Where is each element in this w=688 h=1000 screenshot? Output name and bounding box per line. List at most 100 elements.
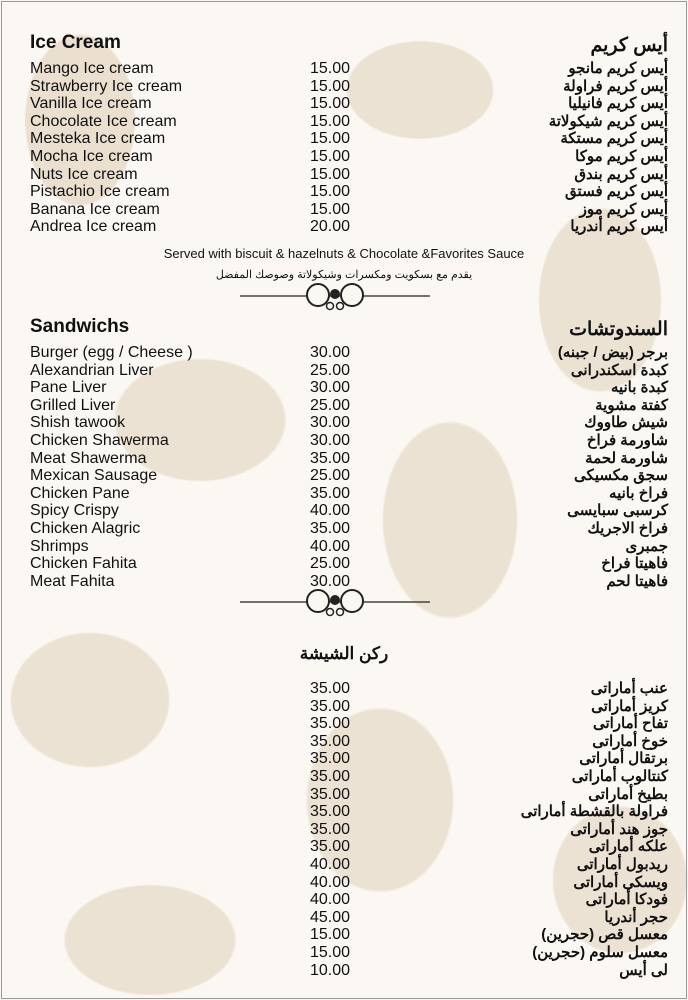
ice-cream-note-ar: يقدم مع بسكويت ومكسرات وشيكولاتة وصوصك ا… [215,269,473,281]
menu-item-name-ar: برتقال أماراتى [579,750,668,768]
menu-item-name-en: Chicken Fahita [30,555,137,573]
menu-item-name-ar: كبدة اسكندرانى [570,361,668,379]
menu-item-price: 15.00 [310,200,351,218]
menu-item-name-en: Shrimps [30,537,89,555]
menu-item-price: 20.00 [310,218,351,236]
menu-item-name-ar: فراخ الاجريك [587,519,668,537]
menu-item-price: 40.00 [310,855,351,873]
menu-item-price: 40.00 [310,502,351,520]
sandwiches-title-en: Sandwichs [30,316,130,337]
menu-item-name-en: Mango Ice cream [30,60,154,77]
menu-item-name-en: Shish tawook [30,414,126,432]
menu-item-name-ar: تفاح أماراتى [592,715,668,733]
menu-item-name-en: Pistachio Ice cream [30,183,170,201]
menu-item-name-en: Chicken Pane [30,484,130,502]
shisha-title-ar: ركن الشيشة [299,644,389,663]
menu-item-name-ar: فودكا أماراتى [585,891,668,909]
ornament-divider [240,283,430,311]
sandwiches-names-en: Burger (egg / Cheese ) Alexandrian Liver P… [30,344,193,590]
menu-item-price: 35.00 [310,732,351,750]
menu-item-name-ar: فراخ بانيه [609,484,668,502]
shisha-names-ar: عنب أماراتى كريز أماراتى تفاح أماراتى خوخ أ… [521,680,668,979]
menu-item-price: 35.00 [310,715,351,733]
menu-item-name-ar: فراولة بالقشطة أماراتى [520,803,668,821]
shisha-prices: 35.00 35.00 35.00 35.00 35.00 35.00 35.00 35.00… [310,680,350,979]
menu-item-name-ar: كفتة مشوية [595,396,668,414]
menu-item-name-ar: فاهيتا فراخ [601,555,668,573]
menu-item-name-ar: علكه أماراتى [588,838,668,856]
menu-item-name-ar: ويسكى أماراتى [573,873,668,891]
menu-item-name-en: Mesteka Ice cream [30,130,166,148]
menu-item-price: 25.00 [310,361,351,379]
menu-item-name-en: Strawberry Ice cream [30,77,183,95]
menu-item-name-ar: شيش طاووك [584,414,668,432]
menu-item-name-en: Andrea Ice cream [30,218,157,236]
sandwiches-names-ar: برجر (بيض / جبنه) كبدة اسكندرانى كبدة باني… [558,344,668,590]
menu-item-price: 35.00 [310,680,351,697]
menu-item-name-ar: سجق مكسيكى [574,467,668,485]
menu-item-name-en: Chocolate Ice cream [30,112,177,130]
menu-item-name-ar: معسل قص (حجرين) [541,926,668,944]
menu-item-name-ar: بطيخ أماراتى [588,785,668,803]
menu-item-name-en: Meat Shawerma [30,449,147,467]
menu-item-price: 35.00 [310,750,351,768]
menu-item-name-ar: كرسبى سبايسى [567,502,668,520]
menu-item-price: 25.00 [310,555,351,573]
menu-item-price: 45.00 [310,908,351,926]
menu-item-name-ar: فاهيتا لحم [606,572,668,590]
menu-item-price: 35.00 [310,803,351,821]
menu-item-price: 35.00 [310,449,351,467]
menu-item-name-ar: أيس كريم بندق [574,165,668,183]
menu-item-price: 15.00 [310,60,351,77]
menu-item-name-ar: برجر (بيض / جبنه) [557,344,668,361]
ice-cream-names-ar: أيس كريم مانجو أيس كريم فراولة أيس كريم فا… [549,60,668,236]
ornament-divider [240,589,430,617]
menu-item-name-en: Meat Fahita [30,572,115,590]
menu-item-price: 35.00 [310,484,351,502]
menu-item-price: 15.00 [310,77,351,95]
menu-item-price: 25.00 [310,467,351,485]
menu-item-price: 40.00 [310,873,351,891]
menu-item-price: 15.00 [310,147,351,165]
sandwiches-prices: 30.00 25.00 30.00 25.00 30.00 30.00 35.00 25.00… [310,344,350,590]
menu-item-price: 30.00 [310,379,351,397]
ice-cream-prices: 15.00 15.00 15.00 15.00 15.00 15.00 15.00 15.00… [310,60,350,236]
menu-item-name-ar: شاورمة فراخ [586,431,668,449]
menu-item-price: 15.00 [310,95,351,113]
menu-item-name-ar: حجر أندريا [604,908,668,926]
menu-item-price: 35.00 [310,785,351,803]
menu-item-price: 30.00 [310,344,351,361]
menu-item-name-en: Spicy Crispy [30,502,119,520]
menu-item-name-ar: أيس كريم مانجو [568,60,668,77]
menu-item-name-en: Grilled Liver [30,396,116,414]
menu-item-name-ar: أيس كريم موز [579,200,668,218]
menu-item-name-ar: خوخ أماراتى [592,732,668,750]
menu-item-name-ar: عنب أماراتى [590,680,668,697]
menu-item-name-en: Alexandrian Liver [30,361,154,379]
menu-item-name-en: Burger (egg / Cheese ) [30,344,193,361]
menu-item-price: 35.00 [310,697,351,715]
menu-item-name-en: Mexican Sausage [30,467,158,485]
menu-item-name-en: Banana Ice cream [30,200,160,218]
ice-cream-names-en: Mango Ice cream Strawberry Ice cream Vanil… [30,60,182,236]
menu-item-price: 40.00 [310,537,351,555]
menu-item-name-ar: أيس كريم شيكولاتة [548,112,668,130]
menu-item-name-ar: جوز هند أماراتى [570,820,668,838]
menu-item-name-ar: كريز أماراتى [591,697,668,715]
menu-item-name-en: Nuts Ice cream [30,165,138,183]
menu-item-price: 35.00 [310,767,351,785]
menu-item-name-ar: أيس كريم فراولة [563,77,668,95]
menu-item-name-ar: أيس كريم مستكة [560,130,668,148]
menu-item-name-ar: لى أيس [619,961,668,979]
menu-item-name-ar: كنتالوب أماراتى [571,767,668,785]
ice-cream-note-en: Served with biscuit & hazelnuts & Chocol… [163,246,525,261]
menu-item-price: 30.00 [310,572,351,590]
menu-item-price: 15.00 [310,183,351,201]
menu-item-name-en: Pane Liver [30,379,107,397]
menu-item-price: 15.00 [310,112,351,130]
menu-item-name-ar: أيس كريم فانيليا [568,95,668,113]
ice-cream-title-en: Ice Cream [30,32,121,53]
menu-item-name-en: Chicken Alagric [30,519,141,537]
